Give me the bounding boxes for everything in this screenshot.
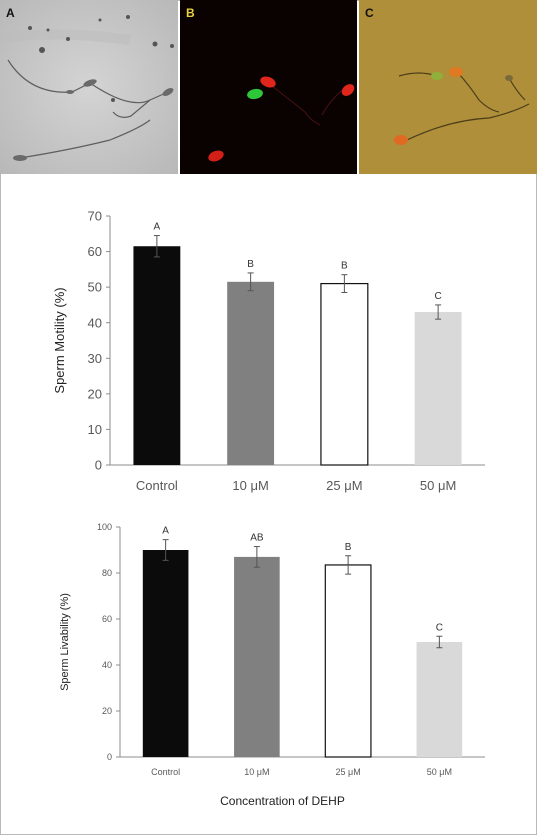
y-tick-label: 70 — [88, 209, 102, 224]
category-label: 50 μM — [420, 478, 456, 493]
y-tick-label: 40 — [88, 315, 102, 330]
y-tick-label: 60 — [102, 614, 112, 624]
bar-4 — [416, 642, 463, 757]
livability-chart: 0 20 40 60 80 100 Sperm Livability (%) A Control… — [0, 515, 537, 835]
y-tick-label: 0 — [107, 752, 112, 762]
y-tick-label: 60 — [88, 244, 102, 259]
y-tick-label: 100 — [97, 522, 112, 532]
bar-1 — [133, 246, 181, 465]
micrograph-panel-c: C — [359, 0, 537, 174]
category-label: Control — [136, 478, 178, 493]
category-label: 10 μM — [232, 478, 268, 493]
panel-label-b: B — [186, 6, 195, 20]
micrograph-panel-a: A — [0, 0, 178, 174]
y-axis-title: Sperm Motility (%) — [52, 287, 67, 393]
bar-3 — [320, 282, 369, 466]
category-label: Control — [151, 767, 180, 777]
y-tick-label: 10 — [88, 422, 102, 437]
y-tick-label: 80 — [102, 568, 112, 578]
y-tick-label: 30 — [88, 351, 102, 366]
x-axis-title: Concentration of DEHP — [220, 794, 345, 808]
category-label: 25 μM — [336, 767, 361, 777]
significance-letter: A — [162, 526, 169, 537]
category-label: 50 μM — [427, 767, 452, 777]
bar-4 — [414, 312, 462, 465]
y-axis-title: Sperm Livability (%) — [59, 593, 71, 691]
y-tick-label: 20 — [102, 706, 112, 716]
bar-3 — [324, 564, 372, 758]
fluorescence-image — [180, 0, 357, 174]
significance-letter: B — [247, 259, 254, 270]
significance-letter: C — [435, 291, 442, 302]
y-tick-label: 0 — [95, 458, 102, 473]
bar-2 — [234, 556, 280, 757]
y-tick-label: 20 — [88, 386, 102, 401]
category-label: 25 μM — [326, 478, 362, 493]
bar-1 — [142, 550, 189, 757]
panel-label-a: A — [6, 6, 15, 20]
significance-letter: B — [345, 542, 352, 553]
motility-chart-svg: 0 10 20 30 40 50 60 70 Sperm Motility (%) A Contro… — [52, 209, 485, 493]
bar-2 — [227, 281, 275, 465]
micrograph-panel-b: B — [180, 0, 357, 174]
category-label: 10 μM — [244, 767, 269, 777]
livability-chart-svg: 0 20 40 60 80 100 Sperm Livability (%) A Control… — [59, 522, 485, 808]
brightfield-image — [0, 0, 178, 174]
y-tick-label: 50 — [88, 280, 102, 295]
panel-label-c: C — [365, 6, 374, 20]
significance-letter: B — [341, 261, 348, 272]
motility-chart: 0 10 20 30 40 50 60 70 Sperm Motility (%) A Contro… — [0, 200, 537, 500]
significance-letter: AB — [250, 533, 264, 544]
significance-letter: C — [436, 622, 443, 633]
y-tick-label: 40 — [102, 660, 112, 670]
merged-image — [359, 0, 537, 174]
significance-letter: A — [154, 222, 161, 233]
